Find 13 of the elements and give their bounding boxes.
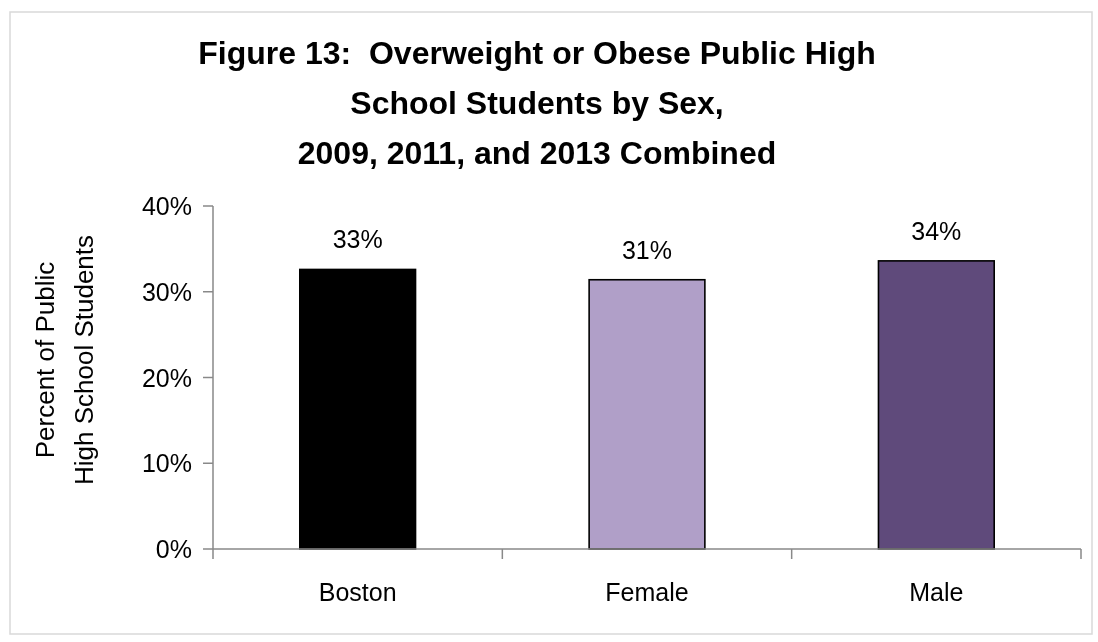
data-label: 34% — [911, 216, 962, 245]
x-tick-label: Female — [605, 578, 689, 606]
y-tick-label: 0% — [155, 535, 192, 563]
chart-title: Figure 13: Overweight or Obese Public High School Students by Sex, 2009, 2011, and 2013 Combined — [198, 35, 876, 171]
x-tick-label: Boston — [318, 578, 397, 606]
y-tick-label: 40% — [141, 192, 192, 220]
data-label: 31% — [621, 235, 673, 264]
y-tick-label: 20% — [141, 363, 192, 392]
y-tick-label: 10% — [141, 449, 192, 478]
y-axis-title: Percent of Public High School Students — [29, 234, 99, 486]
y-tick-label: 30% — [141, 277, 192, 306]
data-label: 33% — [332, 225, 383, 254]
x-tick-label: Male — [909, 578, 964, 606]
